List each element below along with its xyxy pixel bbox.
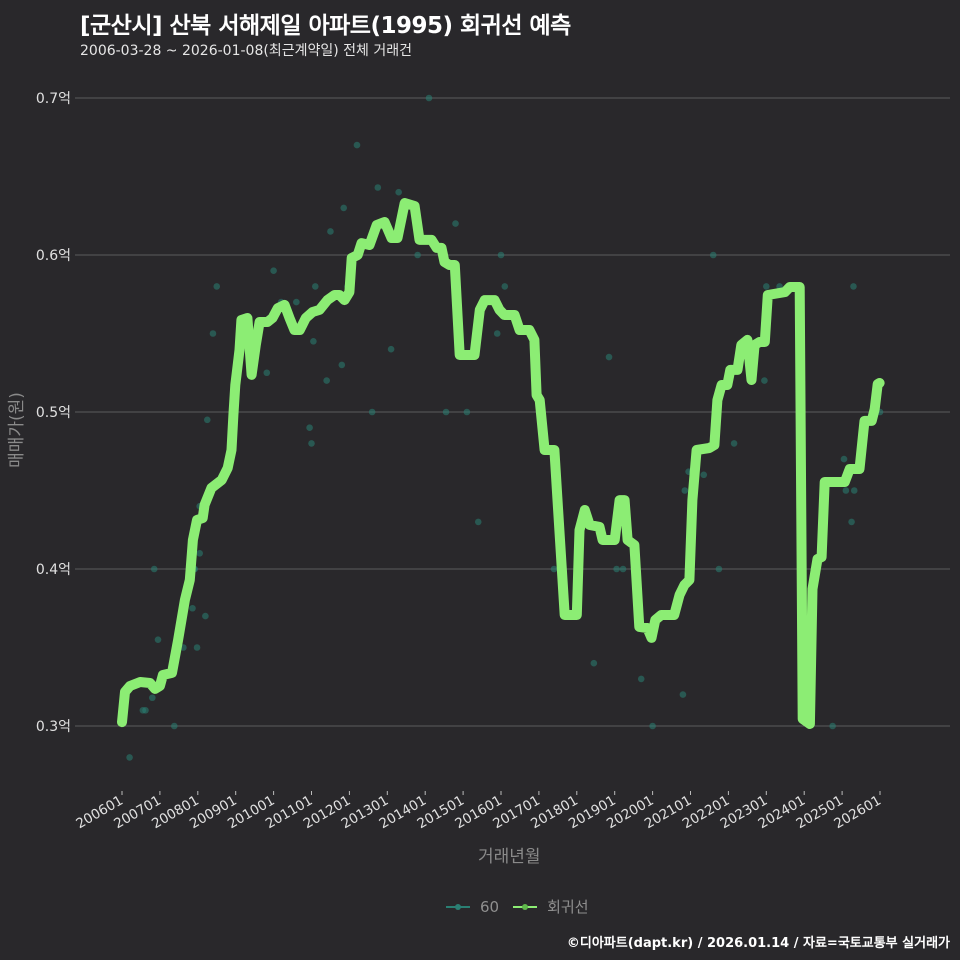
- data-point: [193, 644, 201, 651]
- data-point: [310, 338, 317, 345]
- data-point: [196, 550, 203, 557]
- data-point: [497, 251, 505, 259]
- data-point: [308, 440, 315, 447]
- data-point: [306, 424, 313, 432]
- data-point: [637, 675, 645, 683]
- data-point: [619, 565, 627, 573]
- data-point: [395, 188, 402, 196]
- legend-label: 회귀선: [547, 898, 589, 916]
- data-point: [323, 377, 330, 384]
- data-point: [327, 228, 334, 235]
- data-point: [203, 416, 211, 424]
- data-point: [613, 565, 620, 573]
- data-point: [840, 455, 848, 463]
- regression-line: [117, 198, 885, 729]
- data-point: [202, 612, 209, 620]
- data-point: [311, 283, 319, 290]
- data-point: [209, 330, 217, 337]
- data-point: [679, 691, 687, 698]
- data-point: [493, 330, 501, 337]
- data-point: [730, 440, 738, 447]
- data-point: [848, 518, 855, 526]
- data-point: [340, 204, 348, 212]
- x-axis-title: 거래년월: [478, 847, 541, 867]
- data-point: [126, 754, 133, 761]
- chart-subtitle: 2006-03-28 ~ 2026-01-08(최근계약일) 전체 거래건: [80, 43, 412, 59]
- y-tick-label: 0.6억: [36, 248, 71, 264]
- data-point: [715, 565, 723, 573]
- chart-title: [군산시] 산북 서해제일 아파트(1995) 회귀선 예측: [80, 13, 571, 39]
- data-point: [649, 722, 656, 730]
- data-point: [374, 184, 382, 191]
- data-point: [293, 298, 300, 306]
- data-point: [452, 220, 459, 227]
- legend: 60 회귀선: [446, 896, 595, 917]
- legend-marker-60-icon: [446, 900, 470, 914]
- data-point: [387, 345, 395, 353]
- data-point: [763, 283, 770, 290]
- data-point: [189, 604, 196, 612]
- data-point: [425, 94, 433, 102]
- legend-item-regression: 회귀선: [513, 896, 589, 917]
- data-point: [149, 694, 156, 702]
- data-point: [605, 353, 613, 361]
- data-point: [474, 518, 482, 526]
- data-point: [338, 361, 346, 369]
- y-axis-title: 매매가(원): [7, 392, 27, 468]
- data-point: [463, 408, 471, 416]
- data-point: [501, 283, 509, 290]
- data-point: [368, 408, 376, 416]
- data-point: [414, 251, 421, 259]
- footer-credit: ©디아파트(dapt.kr) / 2026.01.14 / 자료=국토교통부 실…: [566, 936, 950, 951]
- data-point: [700, 471, 708, 479]
- data-point: [171, 722, 178, 730]
- data-point: [213, 283, 221, 290]
- data-point: [709, 251, 717, 259]
- data-point: [829, 722, 836, 730]
- data-point: [850, 283, 857, 290]
- data-point: [842, 487, 850, 494]
- legend-marker-regression-icon: [513, 900, 538, 914]
- y-tick-label: 0.7억: [36, 91, 71, 107]
- data-point: [154, 636, 162, 643]
- data-point: [150, 565, 158, 573]
- data-point: [263, 369, 271, 377]
- data-point: [761, 377, 768, 384]
- data-point: [681, 487, 689, 494]
- legend-label: 60: [480, 897, 500, 916]
- y-tick-label: 0.3억: [36, 719, 71, 735]
- data-point: [550, 565, 558, 573]
- data-point: [442, 408, 450, 416]
- y-tick-label: 0.5억: [36, 405, 71, 421]
- data-point: [270, 267, 277, 275]
- data-point: [850, 487, 858, 494]
- y-tick-label: 0.4억: [36, 562, 71, 578]
- data-point: [590, 659, 598, 667]
- legend-item-60: 60: [446, 898, 499, 916]
- data-point: [353, 141, 361, 149]
- data-point: [142, 707, 149, 714]
